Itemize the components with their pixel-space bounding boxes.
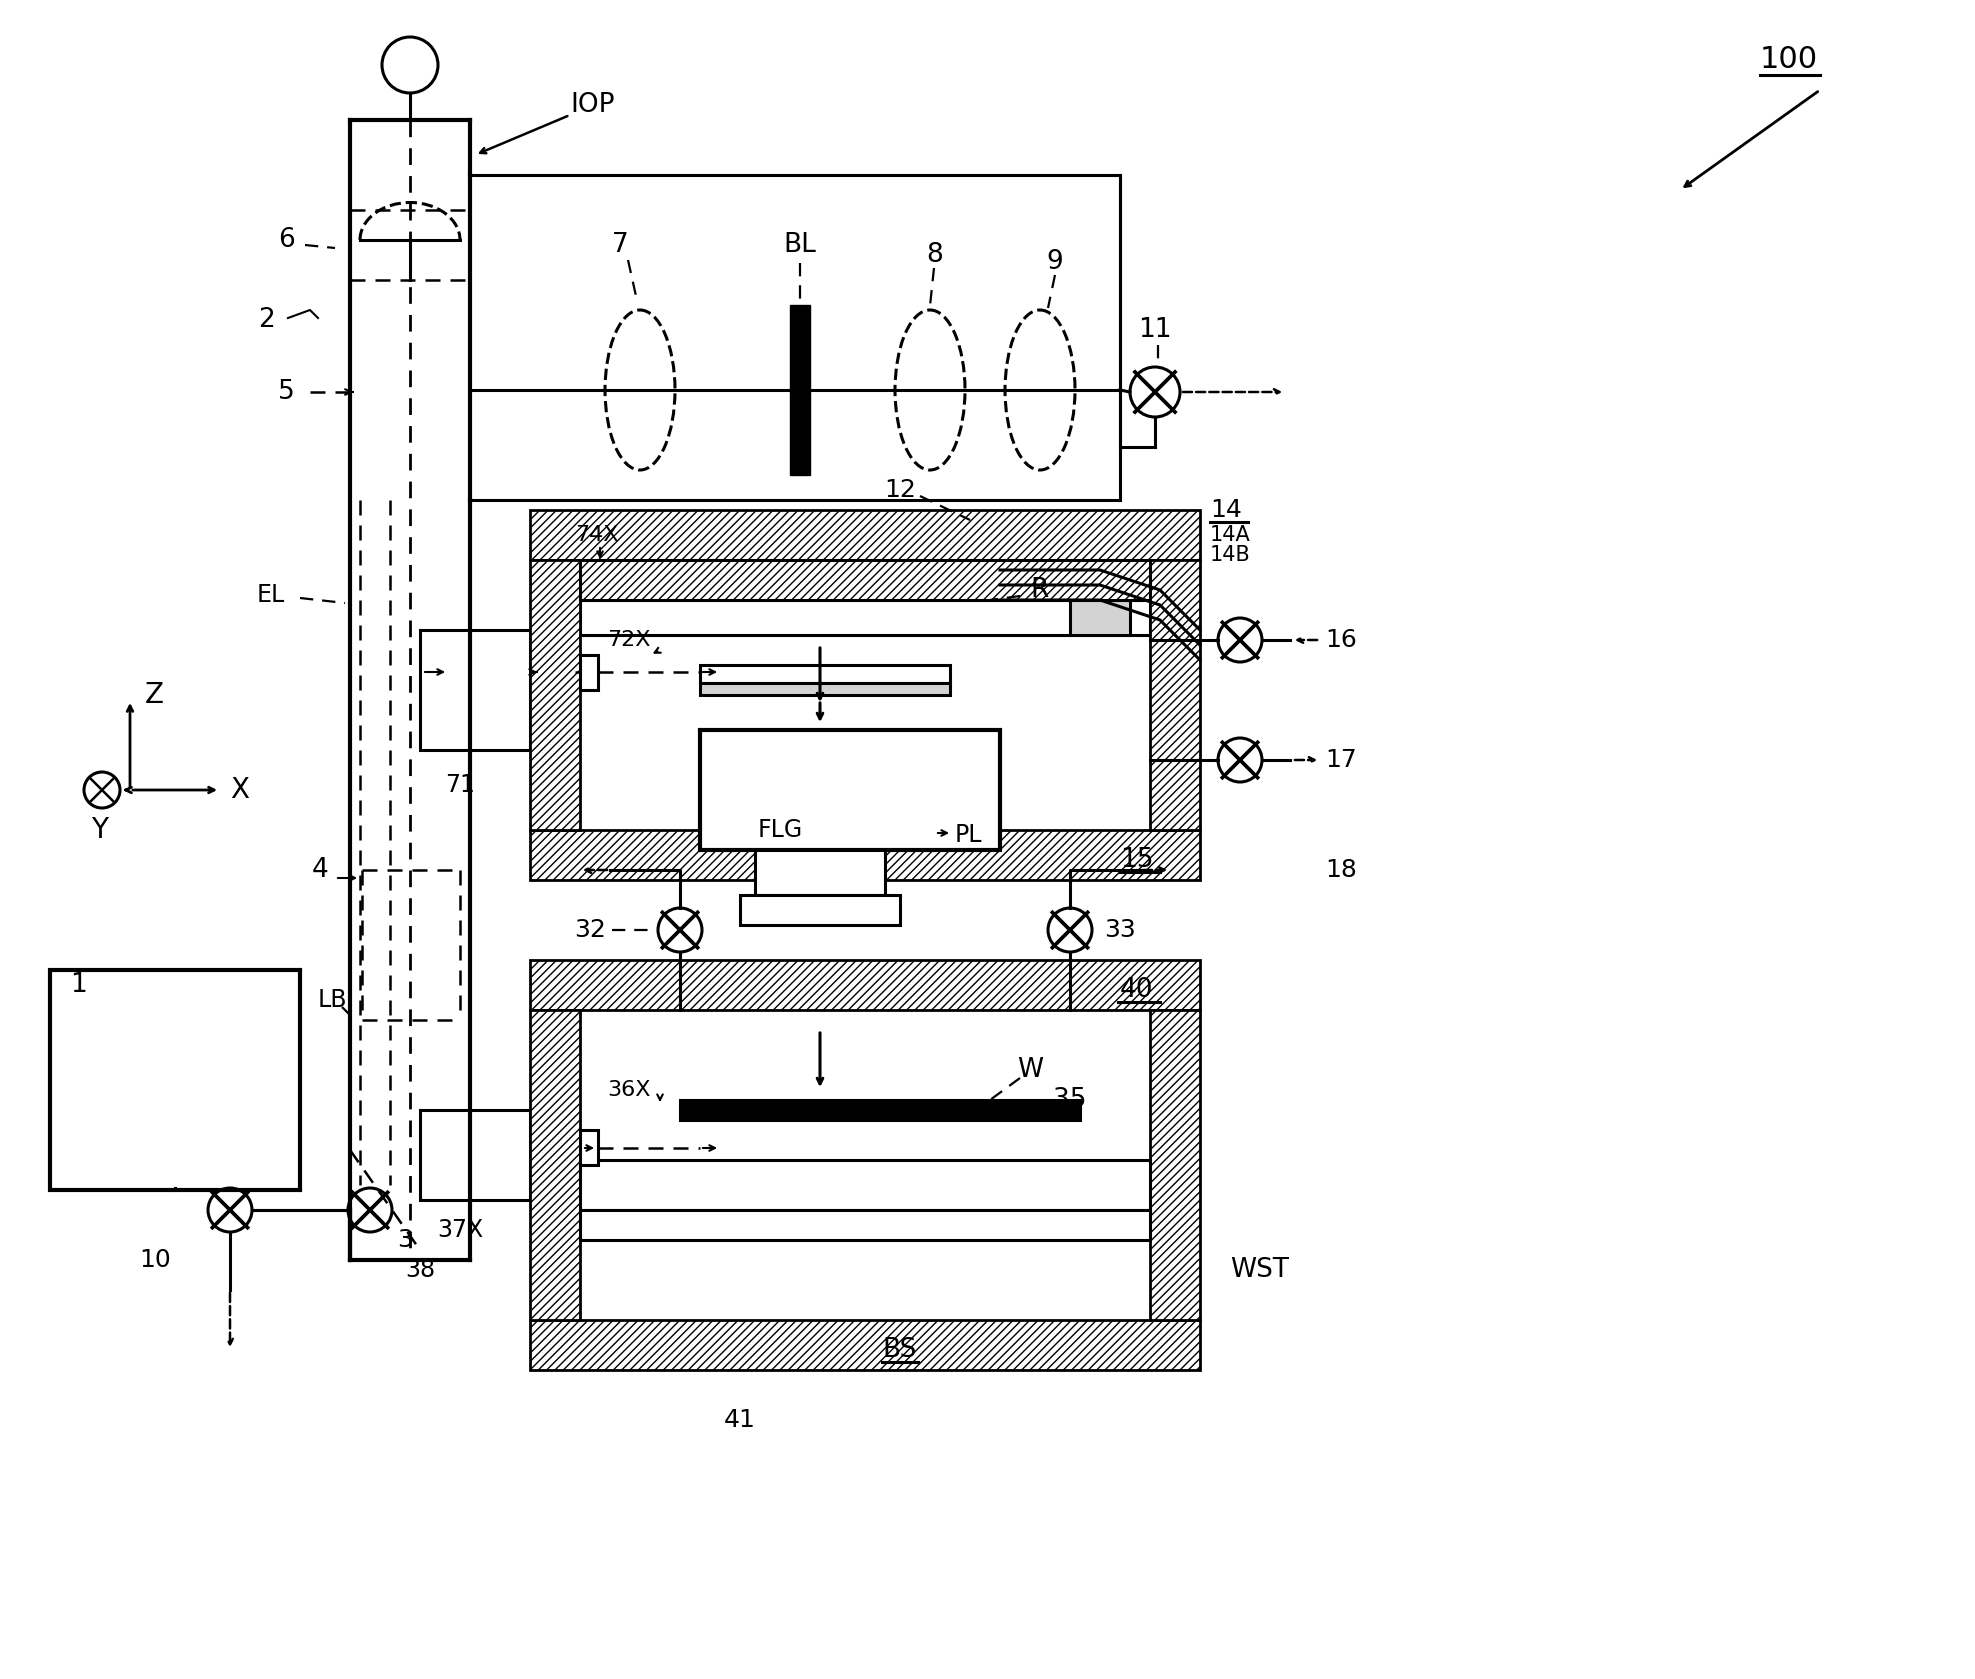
Text: BL: BL <box>784 232 816 259</box>
Text: 33: 33 <box>1104 918 1136 942</box>
Text: 3: 3 <box>397 1227 413 1253</box>
Text: 6: 6 <box>278 227 294 254</box>
Text: 2: 2 <box>259 307 275 332</box>
Text: 72X: 72X <box>606 630 650 650</box>
Text: 41: 41 <box>725 1409 756 1432</box>
Text: X: X <box>229 776 249 804</box>
Bar <box>581 1011 1149 1320</box>
Text: PL: PL <box>956 823 982 846</box>
Text: 74X: 74X <box>575 526 618 546</box>
Text: 5: 5 <box>278 379 294 405</box>
Bar <box>529 1011 581 1320</box>
Text: 38: 38 <box>405 1258 434 1283</box>
Circle shape <box>85 772 120 808</box>
Bar <box>699 730 999 850</box>
Text: 18: 18 <box>1325 858 1357 881</box>
Bar <box>790 306 810 475</box>
Bar <box>421 1110 529 1200</box>
Bar <box>581 561 1149 829</box>
Text: 17: 17 <box>1325 749 1357 772</box>
Bar <box>581 599 1149 635</box>
Text: 9: 9 <box>1047 248 1063 275</box>
Text: 1: 1 <box>69 972 87 997</box>
Text: 37X: 37X <box>436 1217 484 1242</box>
Text: 35: 35 <box>1053 1086 1086 1113</box>
Bar <box>529 561 581 829</box>
Bar <box>699 665 950 683</box>
Text: 12: 12 <box>885 479 916 502</box>
Text: 32: 32 <box>575 918 606 942</box>
Text: FLG: FLG <box>756 818 802 841</box>
Text: 11: 11 <box>1138 317 1171 343</box>
Bar <box>529 960 1201 1011</box>
Text: 71: 71 <box>444 772 474 798</box>
Text: 7: 7 <box>612 232 628 259</box>
Bar <box>581 1211 1149 1241</box>
Bar <box>1070 599 1130 635</box>
Bar <box>421 630 529 751</box>
Bar <box>581 1130 598 1165</box>
Text: 8: 8 <box>926 242 944 269</box>
Bar <box>581 655 598 690</box>
Text: 14A: 14A <box>1211 526 1250 546</box>
Text: 4: 4 <box>312 856 328 883</box>
Bar <box>581 561 1149 599</box>
Text: 36X: 36X <box>606 1080 650 1100</box>
Bar <box>679 1100 1080 1120</box>
Bar <box>1149 561 1201 829</box>
Text: R: R <box>1031 578 1049 603</box>
Text: 14: 14 <box>1211 499 1242 522</box>
Text: W: W <box>1017 1058 1043 1083</box>
Bar <box>699 683 950 695</box>
Text: EL: EL <box>257 583 284 608</box>
Text: 40: 40 <box>1120 977 1153 1002</box>
Bar <box>529 1320 1201 1370</box>
Bar <box>49 970 300 1190</box>
Bar <box>529 510 1201 561</box>
Text: BS: BS <box>883 1336 916 1363</box>
Text: 15: 15 <box>1120 846 1153 873</box>
Text: 10: 10 <box>138 1247 172 1273</box>
Text: WST: WST <box>1230 1258 1290 1283</box>
Bar <box>581 1160 1149 1211</box>
Text: 16: 16 <box>1325 628 1357 651</box>
Text: 100: 100 <box>1760 45 1819 74</box>
Text: IOP: IOP <box>571 92 614 118</box>
Text: LB: LB <box>318 987 348 1012</box>
Bar <box>529 829 1201 880</box>
Text: 14B: 14B <box>1211 546 1250 566</box>
Bar <box>754 850 885 895</box>
Text: Z: Z <box>144 682 164 709</box>
Bar <box>1149 1011 1201 1320</box>
Text: Y: Y <box>91 816 109 845</box>
Bar <box>741 895 901 925</box>
